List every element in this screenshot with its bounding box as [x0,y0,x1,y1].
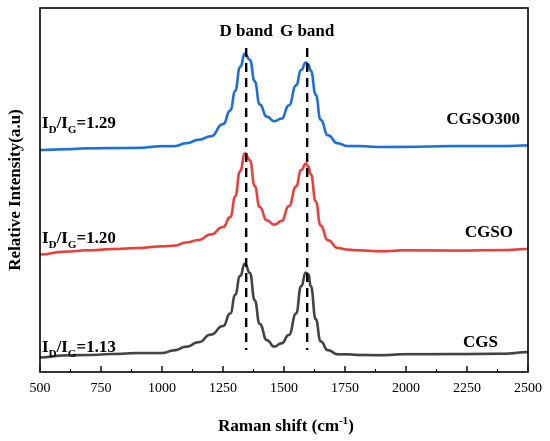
ratio-sub-d: D [49,348,57,360]
series-label-cgso300: CGSO300 [446,109,520,128]
ratio-value: =1.13 [76,337,115,356]
plot-layer [39,52,529,359]
ratio-prefix: I [42,113,49,132]
ratio-label-cgso: ID/IG=1.20 [42,228,116,251]
axes: 500 750 1000 1250 1500 1750 2000 2250 2500 [30,7,542,396]
series-line-cgso300 [39,52,529,152]
x-tick-label: 1500 [270,381,298,396]
ratio-prefix: I [42,337,49,356]
y-axis-label: Relative Intensity(a.u) [5,109,24,270]
ref-label-d-band: D band [219,21,273,40]
x-tick-label: 750 [91,381,112,396]
x-tick-label: 1750 [331,381,359,396]
x-tick-label: 2500 [514,381,542,396]
ratio-slash: /I [56,228,69,247]
series-label-cgso: CGSO [465,222,513,241]
ratio-sub-g: G [68,239,77,251]
ref-label-g-band: G band [280,21,335,40]
ratio-slash: /I [56,337,69,356]
ratio-sub-d: D [49,124,57,136]
x-tick-label: 2000 [392,381,420,396]
x-tick-label: 1000 [148,381,176,396]
ratio-label-cgso300: ID/IG=1.29 [42,113,116,136]
series-line-cgs [39,262,529,359]
ratio-label-cgs: ID/IG=1.13 [42,337,116,360]
x-axis-label-end: ) [348,416,354,435]
ratio-value: =1.29 [76,113,115,132]
series-label-cgs: CGS [463,332,498,351]
x-tick-label: 2250 [453,381,481,396]
series-line-cgso [39,152,529,256]
ratio-sub-d: D [49,239,57,251]
labels: Raman shift (cm-1) Relative Intensity(a.u… [5,109,520,435]
ratio-prefix: I [42,228,49,247]
ratio-slash: /I [56,113,69,132]
ratio-sub-g: G [68,124,77,136]
x-axis-label-main: Raman shift (cm [218,416,339,435]
ratio-sub-g: G [68,348,77,360]
plot-frame [39,7,529,373]
ratio-value: =1.20 [76,228,115,247]
x-tick-label: 500 [30,381,51,396]
x-axis-label: Raman shift (cm-1) [218,415,354,435]
x-tick-label: 1250 [209,381,237,396]
reference-lines: D band G band [219,21,335,350]
x-axis-label-sup: -1 [339,415,348,427]
